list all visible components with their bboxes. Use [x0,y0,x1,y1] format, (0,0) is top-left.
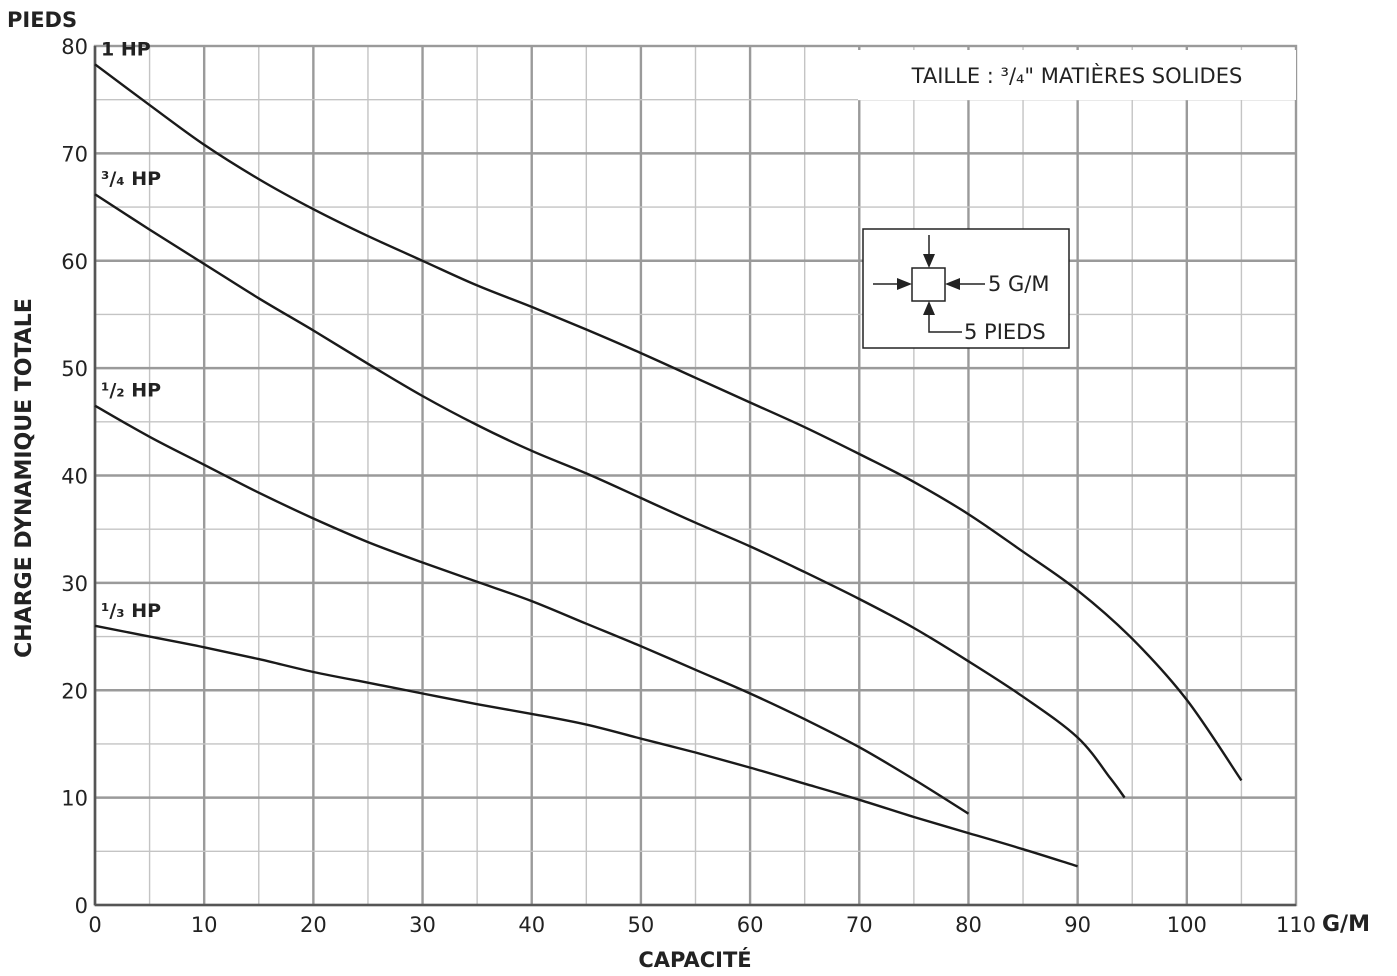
annotation-background [858,50,1296,100]
scale-legend-head-label: 5 PIEDS [964,320,1046,344]
x-tick-label: 0 [88,913,101,937]
y-tick-label: 80 [61,35,88,59]
x-tick-label: 50 [628,913,655,937]
y-tick-label: 30 [61,572,88,596]
plot-frame [93,44,1298,907]
grid [95,46,1296,905]
x-tick-label: 30 [409,913,436,937]
x-unit-label: G/M [1322,912,1370,937]
curve-line [94,63,1243,782]
y-tick-label: 50 [61,357,88,381]
arrow-down-icon [923,254,935,268]
y-axis-title: CHARGE DYNAMIQUE TOTALE [12,298,37,658]
curve-label: ¹/₂ HP [101,380,161,402]
y-tick-label: 10 [61,787,88,811]
scale-legend-cell [911,267,946,302]
y-tick-label: 0 [75,894,88,918]
x-tick-label: 10 [191,913,218,937]
y-unit-label: PIEDS [7,8,77,32]
curve-line [94,193,1126,799]
y-tick-label: 70 [61,142,88,166]
x-tick-label: 100 [1167,913,1207,937]
y-tick-label: 60 [61,250,88,274]
x-tick-label: 80 [955,913,982,937]
x-tick-label: 90 [1064,913,1091,937]
arrow-left-icon [945,278,960,290]
x-tick-label: 70 [846,913,873,937]
scale-legend: 5 G/M 5 PIEDS [862,228,1070,349]
curve-line [94,624,1078,868]
x-tick-label: 110 [1276,913,1316,937]
x-tick-label: 60 [737,913,764,937]
performance-curves [94,63,1243,868]
arrow-right-icon [897,278,912,290]
curve-line [94,404,970,815]
y-tick-label: 40 [61,465,88,489]
tick-labels: 0 10 20 30 40 50 60 70 80 90 100 110 0 10 20 30 40 50 60 70… [61,35,1316,937]
curve-label: ³/₄ HP [101,168,161,190]
curve-labels: 1 HP ³/₄ HP ¹/₂ HP ¹/₃ HP [101,38,161,622]
arrow-up-icon [923,301,935,315]
x-tick-label: 20 [300,913,327,937]
y-tick-label: 20 [61,679,88,703]
curve-label: 1 HP [101,38,151,60]
x-axis-title: CAPACITÉ [638,947,751,972]
size-annotation: TAILLE : ³/₄" MATIÈRES SOLIDES [911,63,1243,88]
curve-label: ¹/₃ HP [101,600,161,622]
scale-legend-flow-label: 5 G/M [988,272,1050,296]
x-tick-label: 40 [518,913,545,937]
